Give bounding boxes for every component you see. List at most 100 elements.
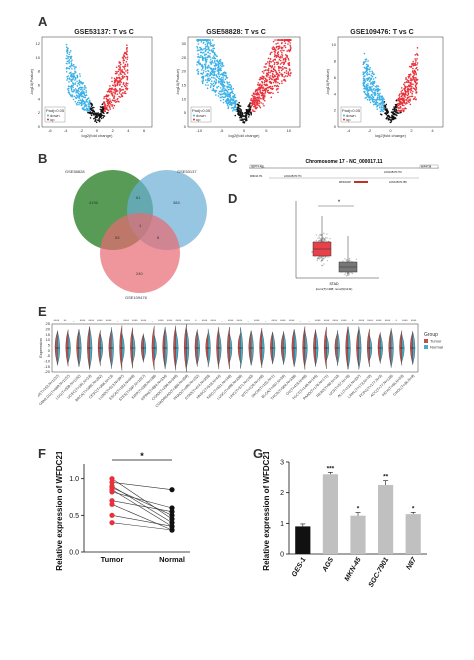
- volcano-point: [272, 81, 275, 84]
- f-tumor-point: [109, 489, 115, 495]
- stad-boxplot: * STAD (num(T)=408; num(N)=211): [295, 200, 379, 291]
- volcano-point: [278, 67, 280, 70]
- volcano-point: [209, 39, 211, 41]
- volcano-point: [364, 93, 367, 95]
- volcano-point: [72, 78, 74, 81]
- volcano-point: [366, 98, 369, 101]
- volcano-point: [279, 47, 281, 49]
- volcano-point: [225, 74, 227, 77]
- volcano-point: [126, 78, 129, 81]
- volcano-point: [205, 74, 208, 77]
- volcano-point: [284, 59, 287, 61]
- volcano-point: [249, 106, 252, 109]
- volcano-point: [248, 113, 251, 116]
- volcano-point: [121, 92, 124, 94]
- volcano-point: [261, 97, 264, 99]
- volcano-point: [70, 75, 73, 78]
- volcano-point: [412, 90, 414, 93]
- volcano-point: [395, 105, 397, 107]
- volcano-point: [394, 113, 397, 116]
- volcano-point: [390, 120, 393, 123]
- volcano-point: [74, 100, 77, 103]
- volcano-point: [367, 89, 370, 91]
- volcano-point: [281, 80, 283, 82]
- volcano-point: [113, 104, 116, 107]
- volcano-point: [382, 108, 385, 111]
- volcano-point: [122, 59, 125, 62]
- volcano-point: [126, 84, 128, 87]
- volcano-ytick: 15: [182, 82, 187, 87]
- volcano-point: [409, 99, 412, 102]
- volcano-point: [228, 81, 231, 84]
- volcano-point: [200, 65, 203, 68]
- volcano-point: [197, 55, 200, 58]
- volcano-point: [253, 92, 255, 95]
- volcano-point: [82, 89, 84, 91]
- volcano-point: [122, 65, 124, 68]
- volcano-point: [279, 63, 282, 65]
- volcano-point: [205, 53, 207, 56]
- volcano-point: [211, 83, 213, 86]
- volcano-point: [212, 77, 215, 79]
- venn-label-gse58828: GSE58828: [65, 169, 85, 174]
- volcano-point: [274, 55, 276, 57]
- volcano-ylabel: -log10(Pvalue): [325, 68, 330, 95]
- volcano-point: [263, 79, 266, 82]
- volcano-point: [227, 99, 230, 101]
- volcano-point: [383, 101, 386, 103]
- volcano-point: [211, 71, 214, 74]
- volcano-point: [377, 92, 379, 95]
- volcano-point: [228, 93, 230, 95]
- volcano-point: [237, 110, 240, 112]
- volcano-point: [106, 90, 109, 93]
- volcano-legend-down: down: [50, 113, 60, 118]
- volcano-point: [206, 66, 209, 68]
- volcano-point: [119, 65, 121, 67]
- volcano-point: [407, 81, 410, 83]
- volcano-ytick: 10: [332, 42, 337, 47]
- volcano-point: [76, 85, 79, 87]
- volcano-point: [70, 89, 73, 91]
- volcano-point: [262, 86, 264, 88]
- volcano-point: [396, 106, 399, 108]
- volcano-point: [263, 95, 266, 98]
- volcano-point: [399, 105, 402, 108]
- volcano-point: [123, 84, 126, 87]
- volcano-point: [97, 113, 99, 116]
- volcano-point: [253, 98, 256, 100]
- volcano-point: [226, 91, 229, 93]
- volcano-point: [215, 59, 218, 62]
- volcano-point: [221, 62, 224, 64]
- g-xtick: MKN-45: [344, 556, 363, 582]
- volcano-point: [204, 68, 207, 70]
- volcano-point: [103, 112, 105, 115]
- volcano-point: [206, 44, 209, 47]
- volcano-point: [372, 97, 374, 99]
- volcano-point: [213, 44, 216, 46]
- volcano-point: [376, 96, 379, 99]
- volcano-point: [275, 61, 278, 64]
- volcano-xtick: -5: [220, 128, 224, 133]
- volcano-point: [274, 69, 276, 72]
- volcano-point: [118, 62, 121, 64]
- volcano-point: [257, 88, 260, 90]
- f-pair-line: [111, 500, 173, 512]
- violin-significance: ****: [324, 319, 330, 323]
- volcano-point: [69, 85, 72, 88]
- volcano-point: [204, 49, 207, 52]
- volcano-point: [378, 95, 381, 97]
- violin-legend-normal: Normal: [430, 345, 443, 350]
- volcano-xlabel: log2(fold change): [229, 133, 261, 138]
- volcano-point: [379, 113, 382, 115]
- volcano-point: [281, 41, 283, 44]
- volcano-point: [409, 83, 412, 85]
- volcano-point: [76, 103, 78, 106]
- volcano-point: [204, 47, 207, 50]
- volcano-point: [217, 67, 219, 69]
- volcano-ytick: 0: [184, 124, 187, 129]
- volcano-point: [236, 108, 239, 111]
- volcano-point: [74, 79, 76, 81]
- volcano-point: [365, 70, 367, 73]
- volcano-point: [201, 57, 204, 59]
- volcano-point: [65, 43, 68, 46]
